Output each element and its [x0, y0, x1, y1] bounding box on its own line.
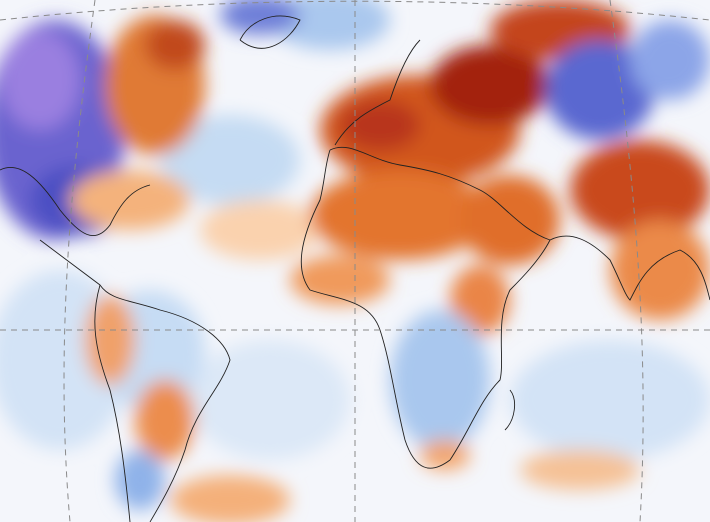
warm-region: [570, 140, 710, 240]
warm-region: [200, 200, 320, 260]
warm-region: [135, 380, 195, 460]
cold-region: [0, 30, 80, 130]
warm-region: [460, 175, 560, 265]
warm-region: [85, 295, 135, 385]
cold-patch: [220, 0, 300, 35]
meridian: [609, 0, 644, 522]
coastline: [504, 389, 516, 431]
cool-patch: [270, 0, 390, 50]
coastline: [549, 235, 710, 301]
cool-patch: [190, 340, 350, 460]
coastline: [0, 166, 151, 237]
warm-region: [420, 440, 470, 470]
warm-region: [450, 265, 510, 335]
coastline: [94, 284, 131, 522]
warm-region: [70, 170, 190, 230]
parallel: [0, 0, 710, 21]
warm-region: [145, 20, 205, 70]
cool-patch: [160, 115, 300, 205]
cool-patch: [510, 340, 710, 460]
coastlines: [0, 15, 710, 522]
coastline: [239, 15, 301, 49]
hot-region: [340, 100, 420, 150]
warm-region: [170, 475, 290, 522]
hot-region: [430, 45, 550, 125]
coastline: [334, 39, 421, 146]
cool-region: [390, 310, 490, 450]
warm-region: [610, 220, 710, 320]
cold-region: [545, 40, 655, 140]
coastline: [300, 146, 551, 469]
warm-region: [520, 450, 640, 490]
coastline: [39, 239, 231, 522]
meridian: [63, 0, 96, 522]
cold-region: [630, 20, 710, 100]
warm-region: [290, 255, 390, 305]
